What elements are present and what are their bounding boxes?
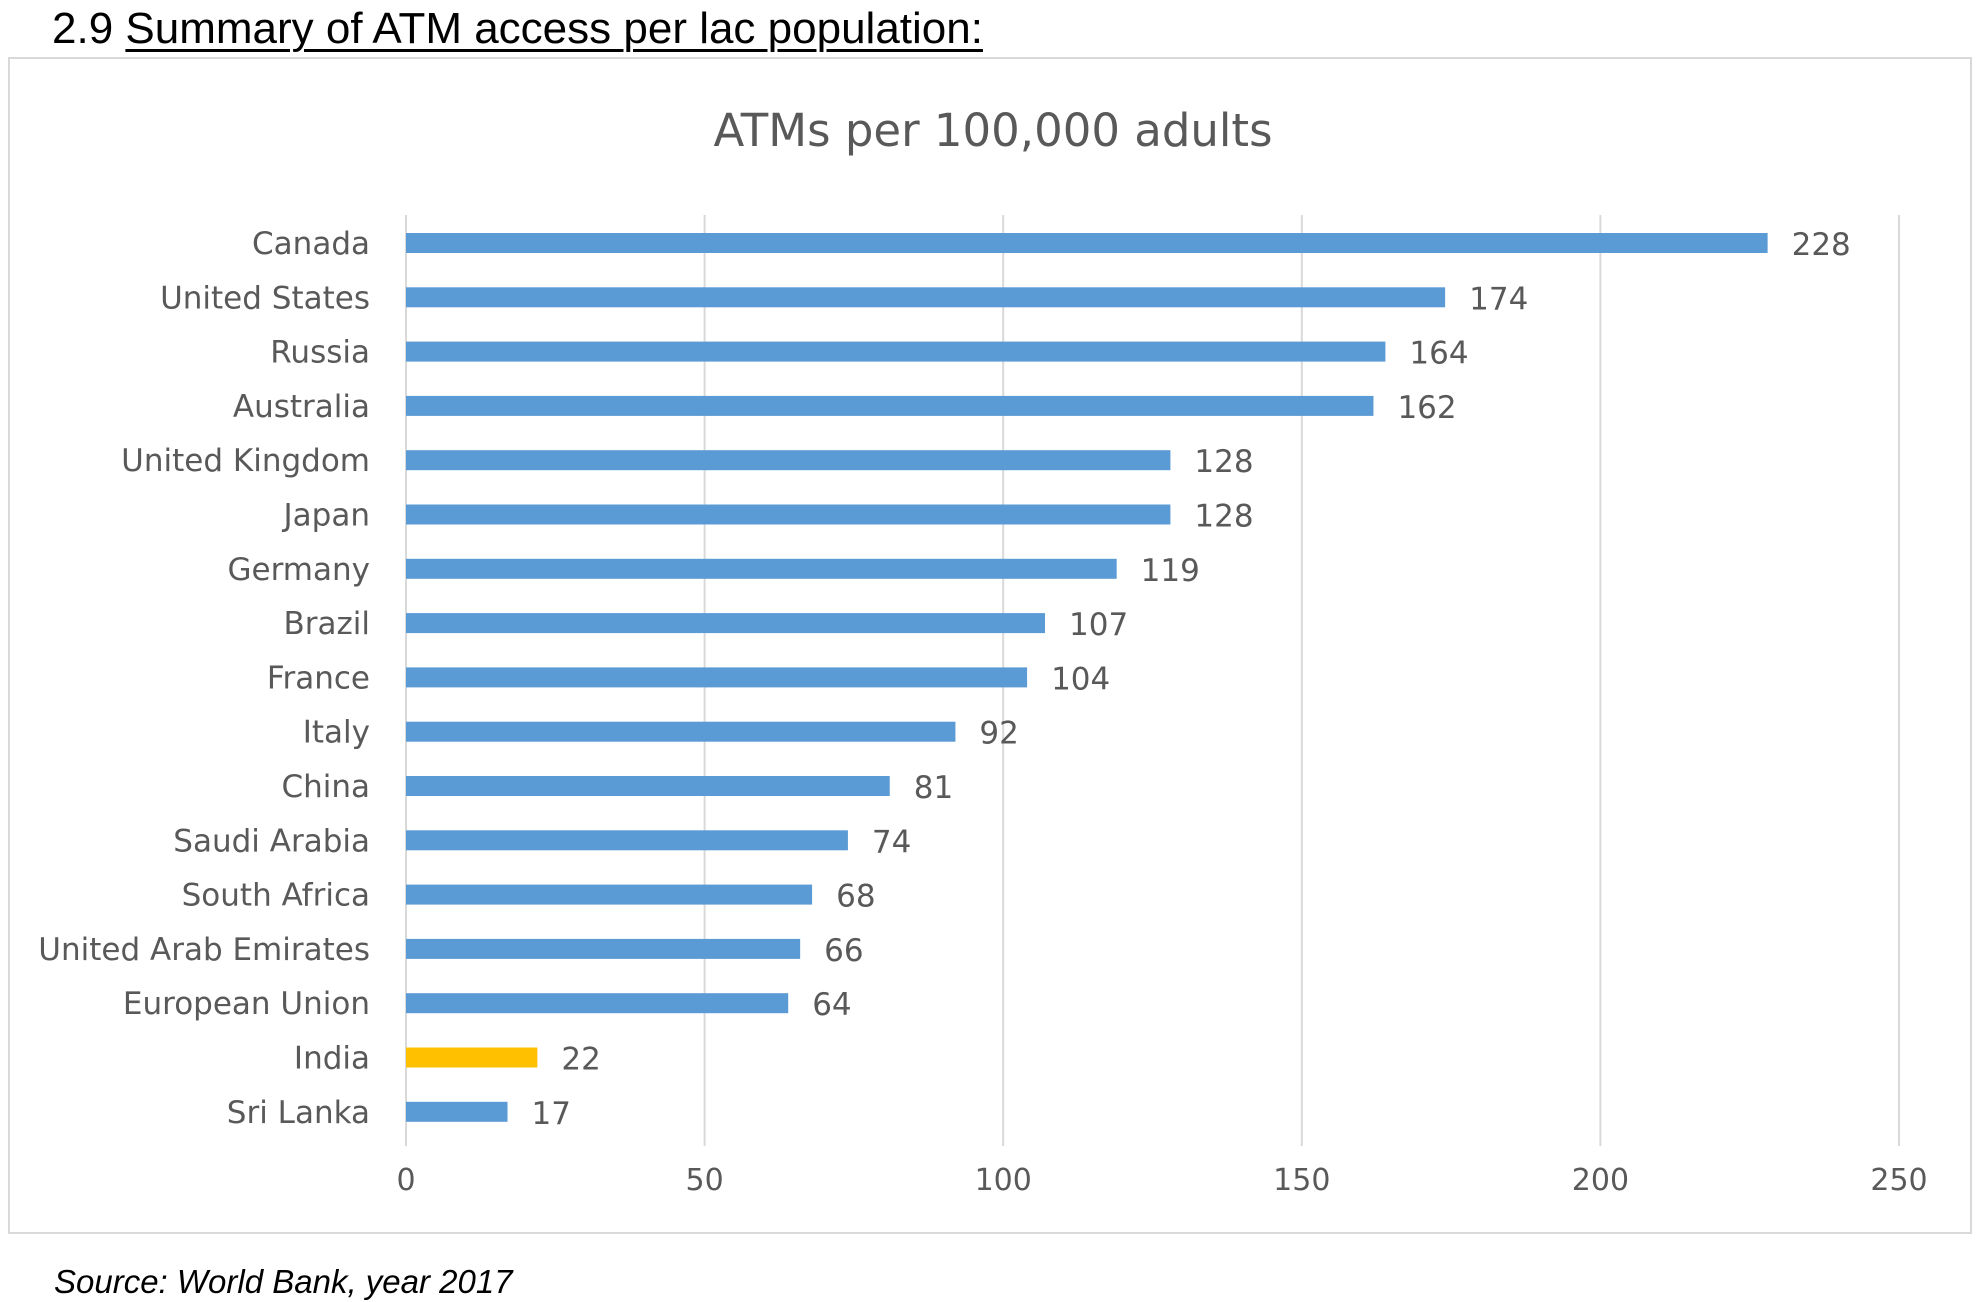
bar — [406, 667, 1028, 688]
bar — [406, 884, 813, 905]
data-label: 107 — [1069, 607, 1128, 643]
bar — [406, 558, 1117, 579]
data-label: 17 — [532, 1096, 571, 1132]
category-label: United States — [160, 280, 370, 316]
x-axis-ticks: 0 50 100 150 200 250 — [396, 1163, 1927, 1198]
data-label: 162 — [1397, 390, 1456, 426]
x-tick-label: 200 — [1572, 1163, 1629, 1198]
x-tick-label: 0 — [396, 1163, 415, 1198]
bar — [406, 395, 1374, 416]
category-label: India — [294, 1041, 370, 1077]
bars — [406, 233, 1768, 1122]
data-label: 92 — [979, 716, 1018, 752]
category-label: Sri Lanka — [227, 1095, 370, 1131]
x-tick-label: 100 — [975, 1163, 1032, 1198]
chart-frame — [8, 57, 1972, 1234]
section-heading: 2.9 Summary of ATM access per lac popula… — [52, 0, 983, 58]
data-label: 128 — [1194, 444, 1253, 480]
category-label: Brazil — [283, 606, 370, 642]
category-label: Germany — [228, 552, 370, 588]
bar — [406, 776, 890, 796]
category-label: Japan — [282, 498, 370, 534]
category-label: United Arab Emirates — [38, 932, 370, 968]
data-label: 74 — [872, 824, 911, 860]
category-label: France — [267, 660, 370, 696]
x-tick-label: 250 — [1870, 1163, 1927, 1198]
bar — [406, 504, 1171, 525]
bar — [406, 993, 789, 1014]
x-tick-label: 150 — [1273, 1163, 1330, 1198]
data-label: 104 — [1051, 661, 1110, 697]
bar — [406, 450, 1171, 471]
chart-title: ATMs per 100,000 adults — [713, 104, 1272, 157]
bar — [406, 341, 1386, 362]
section-number: 2.9 — [52, 4, 114, 53]
source-note: Source: World Bank, year 2017 — [54, 1263, 513, 1300]
data-label: 228 — [1792, 227, 1851, 263]
category-label: Canada — [252, 226, 370, 262]
category-label: European Union — [123, 986, 370, 1022]
bar — [406, 233, 1768, 253]
x-tick-label: 50 — [686, 1163, 724, 1198]
bar — [406, 721, 956, 742]
data-label: 174 — [1469, 281, 1528, 317]
data-label: 66 — [824, 933, 863, 969]
category-label: United Kingdom — [121, 443, 370, 479]
data-label: 164 — [1409, 336, 1468, 372]
category-label: China — [281, 769, 370, 805]
bar — [406, 830, 848, 851]
category-label: Russia — [270, 335, 370, 371]
data-label: 64 — [812, 987, 851, 1023]
bar — [406, 1047, 538, 1068]
bar — [406, 938, 801, 959]
data-label: 128 — [1194, 499, 1253, 535]
category-label: Australia — [233, 389, 370, 425]
bar — [406, 613, 1046, 634]
data-label: 81 — [914, 770, 953, 806]
bar — [406, 1101, 508, 1122]
category-label: Italy — [303, 715, 370, 751]
category-label: South Africa — [182, 878, 370, 914]
y-axis-categories: Canada United States Russia Australia United… — [38, 226, 370, 1131]
data-label: 119 — [1141, 553, 1200, 589]
data-label: 68 — [836, 879, 875, 915]
bar — [406, 287, 1446, 308]
category-label: Saudi Arabia — [173, 823, 370, 859]
data-label: 22 — [561, 1042, 600, 1078]
section-title: Summary of ATM access per lac population… — [125, 4, 983, 53]
